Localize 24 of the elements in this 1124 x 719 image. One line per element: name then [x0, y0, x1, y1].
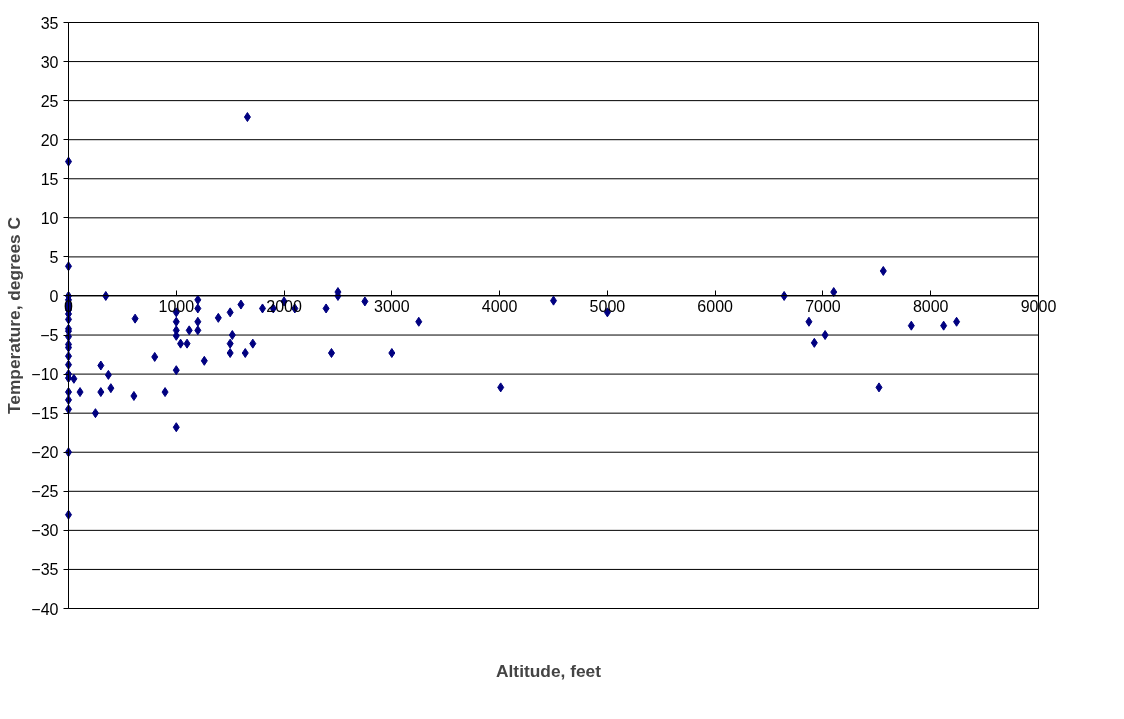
- x-tick-label: 8000: [912, 297, 949, 315]
- y-axis-title: Temperature, degrees C: [3, 216, 24, 415]
- y-tick-label: −15: [31, 405, 59, 423]
- y-tick-label: −30: [31, 522, 59, 540]
- y-tick-label: −20: [31, 444, 59, 462]
- y-tick-label: −25: [31, 483, 59, 501]
- x-axis-title: Altitude, feet: [496, 660, 602, 681]
- y-tick-label: 5: [49, 248, 59, 266]
- y-tick-label: 25: [40, 92, 59, 110]
- y-tick-label: −40: [31, 600, 59, 618]
- y-tick-label: −5: [40, 327, 59, 345]
- y-tick-label: −35: [31, 561, 59, 579]
- x-tick-label: 5000: [589, 297, 626, 315]
- y-tick-label: 35: [40, 14, 59, 32]
- y-tick-label: 30: [40, 53, 59, 71]
- x-tick-label: 1000: [158, 297, 195, 315]
- y-tick-label: 10: [40, 209, 59, 227]
- x-tick-label: 4000: [481, 297, 518, 315]
- x-tick-label: 3000: [374, 297, 410, 315]
- y-tick-label: −10: [31, 366, 59, 384]
- x-tick-label: 6000: [697, 297, 734, 315]
- y-tick-label: 20: [40, 131, 59, 149]
- x-tick-label: 7000: [805, 297, 841, 315]
- y-tick-label: 15: [40, 170, 59, 188]
